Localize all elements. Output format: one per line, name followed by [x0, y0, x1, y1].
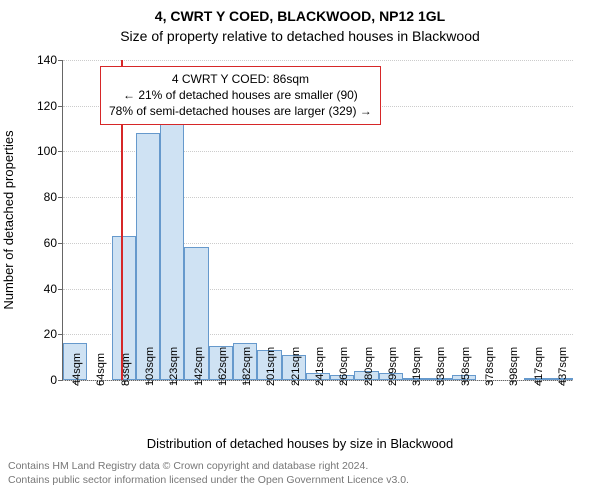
y-tick-label: 100	[37, 144, 63, 158]
grid-line	[63, 60, 573, 61]
annotation-line-1: 4 CWRT Y COED: 86sqm	[109, 71, 372, 87]
x-tick-label: 417sqm	[533, 347, 545, 386]
x-tick-label: 221sqm	[290, 347, 302, 386]
figure-root: 4, CWRT Y COED, BLACKWOOD, NP12 1GL Size…	[0, 0, 600, 500]
y-tick-label: 60	[44, 236, 63, 250]
x-tick-label: 299sqm	[387, 347, 399, 386]
x-tick-label: 280sqm	[363, 347, 375, 386]
x-tick-label: 437sqm	[557, 347, 569, 386]
histogram-bar	[160, 113, 184, 380]
y-axis-label: Number of detached properties	[1, 130, 16, 309]
x-tick-label: 44sqm	[71, 353, 83, 386]
x-tick-label: 182sqm	[241, 347, 253, 386]
y-tick-label: 20	[44, 327, 63, 341]
x-axis-label: Distribution of detached houses by size …	[0, 436, 600, 451]
histogram-bar	[136, 133, 160, 380]
footer-line-1: Contains HM Land Registry data © Crown c…	[8, 460, 592, 474]
x-tick-label: 241sqm	[314, 347, 326, 386]
x-tick-label: 142sqm	[193, 347, 205, 386]
y-tick-label: 80	[44, 190, 63, 204]
chart-title-2: Size of property relative to detached ho…	[0, 28, 600, 44]
x-tick-label: 64sqm	[95, 353, 107, 386]
y-tick-label: 120	[37, 99, 63, 113]
annotation-line-3: 78% of semi-detached houses are larger (…	[109, 103, 372, 119]
x-tick-label: 358sqm	[460, 347, 472, 386]
footer-line-2: Contains public sector information licen…	[8, 474, 592, 488]
x-tick-label: 162sqm	[217, 347, 229, 386]
annotation-box: 4 CWRT Y COED: 86sqm ← 21% of detached h…	[100, 66, 381, 125]
x-tick-label: 201sqm	[265, 347, 277, 386]
footer: Contains HM Land Registry data © Crown c…	[0, 460, 600, 487]
x-tick-label: 319sqm	[411, 347, 423, 386]
y-tick-label: 140	[37, 53, 63, 67]
x-tick-label: 123sqm	[168, 347, 180, 386]
y-tick-label: 0	[50, 373, 63, 387]
x-tick-label: 260sqm	[338, 347, 350, 386]
annotation-line-2: ← 21% of detached houses are smaller (90…	[109, 87, 372, 103]
x-tick-label: 398sqm	[508, 347, 520, 386]
chart-title-1: 4, CWRT Y COED, BLACKWOOD, NP12 1GL	[0, 8, 600, 24]
x-tick-label: 103sqm	[144, 347, 156, 386]
y-tick-label: 40	[44, 282, 63, 296]
x-tick-label: 338sqm	[435, 347, 447, 386]
x-tick-label: 378sqm	[484, 347, 496, 386]
